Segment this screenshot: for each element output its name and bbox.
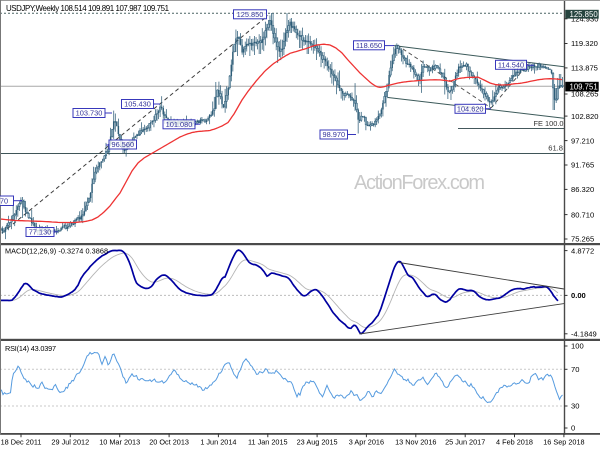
svg-text:ActionForex.com: ActionForex.com: [354, 172, 485, 194]
svg-text:4.8772: 4.8772: [571, 246, 594, 255]
svg-text:13 Nov 2016: 13 Nov 2016: [395, 437, 436, 446]
svg-text:109.751: 109.751: [570, 83, 598, 92]
svg-text:86.320: 86.320: [571, 185, 594, 194]
svg-text:4 Feb 2018: 4 Feb 2018: [496, 437, 533, 446]
svg-text:29 Jul 2012: 29 Jul 2012: [51, 437, 89, 446]
svg-text:119.320: 119.320: [571, 39, 598, 48]
svg-text:70: 70: [571, 365, 579, 374]
svg-text:114.540: 114.540: [498, 60, 524, 69]
svg-text:75.265: 75.265: [571, 235, 594, 244]
svg-text:10 Mar 2013: 10 Mar 2013: [99, 437, 140, 446]
svg-text:20 Oct 2013: 20 Oct 2013: [149, 437, 189, 446]
svg-text:91.765: 91.765: [571, 161, 594, 170]
svg-text:118.650: 118.650: [356, 41, 382, 50]
svg-text:97.210: 97.210: [571, 136, 594, 145]
svg-text:FE 100.0: FE 100.0: [534, 119, 564, 128]
svg-text:0: 0: [571, 424, 575, 433]
svg-text:3 Apr 2016: 3 Apr 2016: [349, 437, 384, 446]
svg-text:101.080: 101.080: [166, 120, 193, 129]
svg-text:11 Jan 2015: 11 Jan 2015: [248, 437, 288, 446]
svg-text:98.970: 98.970: [322, 130, 345, 139]
svg-text:25 Jun 2017: 25 Jun 2017: [445, 437, 485, 446]
svg-text:105.430: 105.430: [124, 100, 151, 109]
svg-text:125.850: 125.850: [570, 10, 599, 19]
svg-text:124.930: 124.930: [571, 15, 598, 24]
svg-text:96.560: 96.560: [111, 140, 134, 149]
svg-text:108.265: 108.265: [571, 90, 598, 99]
svg-text:104.620: 104.620: [457, 104, 484, 113]
svg-text:77.130: 77.130: [29, 228, 52, 237]
svg-text:102.820: 102.820: [571, 112, 598, 121]
svg-text:RSI(14) 43.0397: RSI(14) 43.0397: [5, 344, 56, 353]
svg-text:103.730: 103.730: [76, 109, 103, 118]
svg-text:18 Dec 2011: 18 Dec 2011: [1, 437, 42, 446]
svg-text:16 Sep 2018: 16 Sep 2018: [543, 437, 584, 446]
svg-text:0.00: 0.00: [571, 291, 586, 300]
svg-text:61.8: 61.8: [548, 144, 563, 153]
svg-text:MACD(12,26,9) -0.3274 0.3868: MACD(12,26,9) -0.3274 0.3868: [5, 247, 108, 256]
svg-text:-4.1849: -4.1849: [571, 330, 597, 339]
svg-text:1 Jun 2014: 1 Jun 2014: [200, 437, 236, 446]
svg-text:80.710: 80.710: [571, 210, 594, 219]
svg-text:23 Aug 2015: 23 Aug 2015: [297, 437, 338, 446]
svg-text:125.850: 125.850: [237, 10, 264, 19]
svg-text:USDJPY,Weekly 108.514 109.891: USDJPY,Weekly 108.514 109.891 107.987 10…: [6, 4, 169, 13]
svg-text:30: 30: [571, 402, 579, 411]
svg-text:113.875: 113.875: [571, 64, 598, 73]
svg-text:84.170: 84.170: [0, 196, 8, 205]
svg-text:100: 100: [571, 342, 584, 351]
